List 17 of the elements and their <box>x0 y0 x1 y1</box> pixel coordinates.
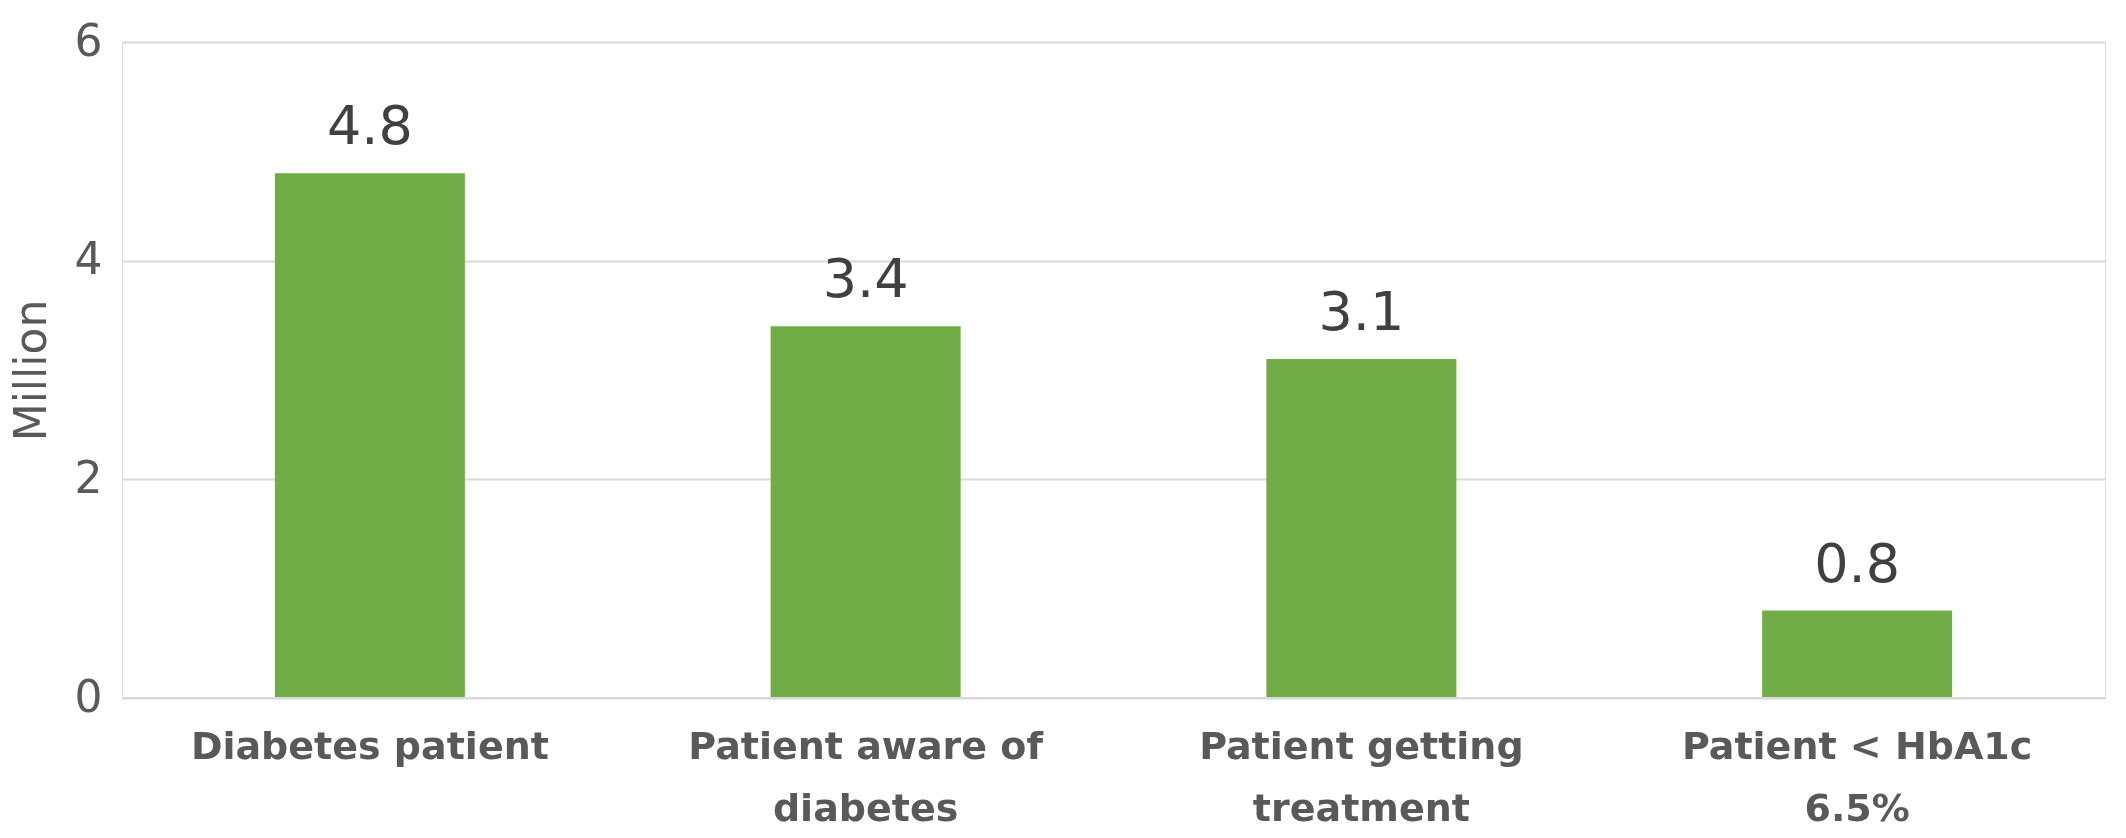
bar <box>274 173 465 698</box>
bar <box>1762 610 1953 698</box>
data-label: 3.4 <box>822 247 909 311</box>
x-tick-label: Patient < HbA1c 6.5% <box>1681 723 2033 830</box>
data-label: 4.8 <box>326 94 413 158</box>
y-tick-label: 0 <box>74 670 103 722</box>
x-tick-label: Patient getting treatment <box>1199 723 1524 830</box>
data-label: 3.1 <box>1318 280 1405 344</box>
y-tick-label: 4 <box>74 233 103 285</box>
data-label: 0.8 <box>1814 531 1901 595</box>
y-tick-label: 2 <box>74 451 103 503</box>
y-tick-label: 6 <box>74 14 103 66</box>
bar <box>770 326 961 698</box>
x-tick-label: Patient aware of diabetes <box>688 723 1044 830</box>
y-axis-title: Million <box>4 299 56 442</box>
x-tick-label: Diabetes patient <box>190 723 549 768</box>
bar <box>1266 359 1457 698</box>
